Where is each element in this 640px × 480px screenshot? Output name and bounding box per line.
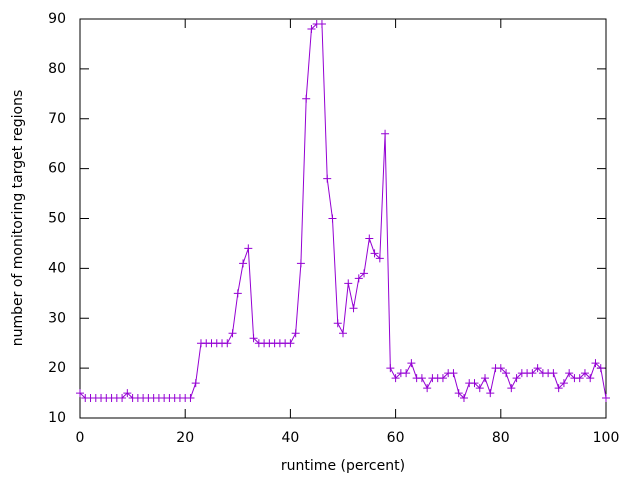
data-point [381, 129, 390, 138]
y-tick-label: 50 [48, 211, 66, 227]
y-tick-label: 10 [48, 410, 66, 426]
data-point [528, 369, 537, 378]
data-point [370, 249, 379, 258]
data-point [239, 259, 248, 268]
data-point [496, 364, 505, 373]
data-point [365, 234, 374, 243]
data-point [328, 214, 337, 223]
data-point [533, 364, 542, 373]
data-point [402, 369, 411, 378]
data-point [286, 339, 295, 348]
data-point [407, 359, 416, 368]
y-tick-label: 70 [48, 111, 66, 127]
data-point [386, 364, 395, 373]
data-point [323, 174, 332, 183]
y-tick-label: 80 [48, 61, 66, 77]
data-point [438, 374, 447, 383]
y-tick-label: 40 [48, 260, 66, 276]
data-point [502, 369, 511, 378]
data-point [244, 244, 253, 253]
data-point [291, 329, 300, 338]
data-point [449, 369, 458, 378]
data-point [228, 329, 237, 338]
x-tick-label: 80 [492, 430, 510, 446]
data-point [475, 384, 484, 393]
y-tick-label: 90 [48, 11, 66, 27]
data-point [459, 394, 468, 403]
data-point [575, 374, 584, 383]
x-tick-label: 0 [76, 430, 85, 446]
data-point [391, 374, 400, 383]
data-point [481, 374, 490, 383]
data-point [591, 359, 600, 368]
x-axis-label: runtime (percent) [281, 458, 405, 474]
data-point [223, 339, 232, 348]
data-point [307, 24, 316, 33]
data-point [470, 379, 479, 388]
data-point [559, 379, 568, 388]
data-point [507, 384, 516, 393]
data-point [554, 384, 563, 393]
data-point [349, 304, 358, 313]
data-point [486, 389, 495, 398]
x-tick-label: 60 [387, 430, 405, 446]
y-tick-label: 30 [48, 310, 66, 326]
data-point [186, 394, 195, 403]
data-point [344, 279, 353, 288]
data-point [191, 379, 200, 388]
data-point [565, 369, 574, 378]
data-point [339, 329, 347, 338]
data-point [360, 269, 369, 278]
y-tick-label: 60 [48, 161, 66, 177]
plot-frame [79, 18, 607, 419]
data-point [512, 374, 521, 383]
data-point [123, 389, 132, 398]
data-point [354, 274, 363, 283]
data-point [602, 394, 610, 403]
data-point [118, 394, 127, 403]
data-point [375, 254, 384, 263]
y-tick-label: 20 [48, 360, 66, 376]
data-point [317, 19, 326, 28]
x-tick-label: 100 [593, 430, 620, 446]
x-tick-label: 40 [281, 430, 299, 446]
data-point [233, 289, 242, 298]
data-point [454, 389, 463, 398]
data-line [79, 23, 607, 399]
data-point [586, 374, 595, 383]
data-point [296, 259, 305, 268]
data-point [596, 364, 605, 373]
data-point [333, 319, 342, 328]
data-point [302, 94, 311, 103]
x-tick-label: 20 [176, 430, 194, 446]
data-point [549, 369, 558, 378]
data-point [76, 389, 84, 398]
data-point [580, 369, 589, 378]
data-point [423, 384, 432, 393]
data-point [417, 374, 426, 383]
data-point [249, 334, 258, 343]
y-axis-label: number of monitoring target regions [10, 90, 26, 347]
